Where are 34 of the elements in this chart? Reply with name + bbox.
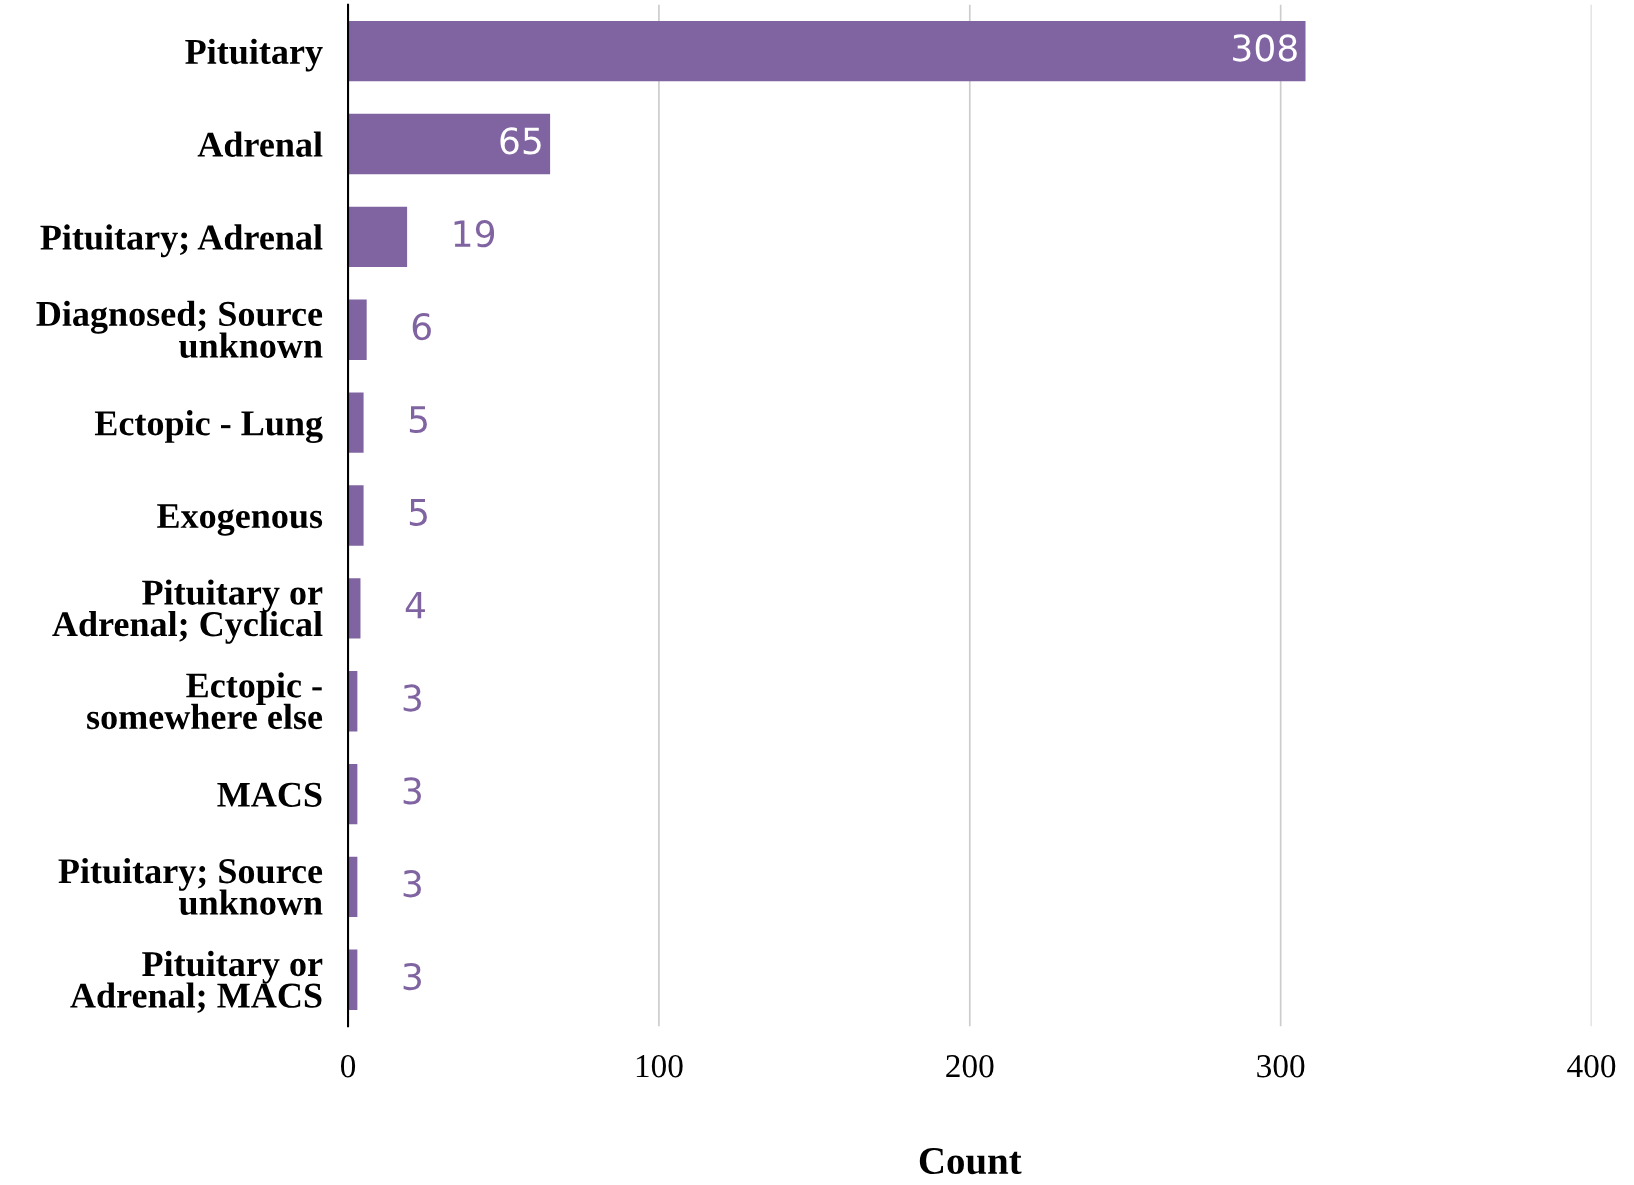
y-tick-label: Pituitary; Adrenal	[40, 224, 323, 258]
bar	[348, 392, 364, 453]
data-label: 5	[409, 406, 427, 434]
x-tick-label: 100	[636, 1054, 683, 1078]
data-label: 19	[454, 220, 495, 248]
data-label: 3	[403, 777, 421, 805]
bar	[348, 20, 1306, 82]
y-tick-label: Pituitary or Adrenal; Cyclical	[52, 579, 323, 644]
data-label: 3	[403, 870, 421, 898]
x-axis-title: Count	[919, 1147, 1022, 1175]
y-tick-label: Adrenal	[197, 131, 323, 157]
bar	[348, 206, 408, 268]
y-tick-label: Pituitary or Adrenal; MACS	[70, 950, 323, 1014]
y-tick-label: Pituitary	[185, 38, 323, 72]
y-tick-label: Ectopic - Lung	[94, 410, 323, 444]
bar	[348, 299, 367, 360]
x-tick-label: 0	[340, 1054, 356, 1078]
x-tick-label: 400	[1567, 1054, 1616, 1078]
data-label: 308	[1233, 34, 1297, 62]
data-label: 5	[409, 499, 427, 526]
data-label: 4	[405, 591, 425, 619]
data-label: 6	[412, 312, 431, 341]
x-tick-label: 200	[946, 1054, 994, 1078]
data-label: 3	[403, 684, 421, 712]
bar	[348, 485, 364, 546]
bar	[348, 113, 551, 175]
y-tick-label: MACS	[217, 782, 322, 807]
x-tick-label: 300	[1257, 1054, 1305, 1078]
y-tick-label: Ectopic - somewhere else	[87, 672, 323, 730]
data-label: 65	[500, 127, 541, 155]
y-tick-label: Exogenous	[157, 504, 323, 536]
data-label: 3	[403, 962, 421, 991]
y-tick-label: Pituitary; Source unknown	[58, 857, 323, 916]
y-tick-label: Diagnosed; Source unknown	[36, 300, 323, 358]
